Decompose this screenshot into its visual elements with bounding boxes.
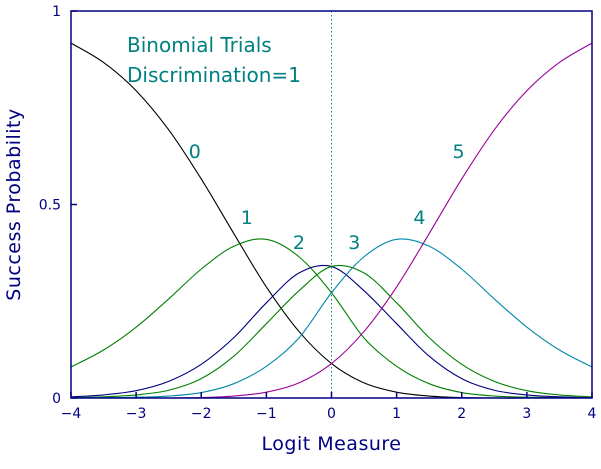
axes-layer	[70, 10, 593, 399]
x-tick-label: 4	[588, 406, 597, 422]
y-axis-title: Success Probability	[3, 108, 25, 300]
curve-label-4: 4	[413, 207, 425, 229]
curve-label-1: 1	[241, 207, 253, 229]
curve-label-5: 5	[452, 141, 464, 163]
plot-layer	[70, 11, 593, 399]
x-axis-title: Logit Measure	[262, 433, 402, 455]
x-tick-label: 3	[522, 406, 531, 422]
x-tick-label: −3	[126, 406, 147, 422]
annotation-binomial-trials: Binomial Trials	[127, 33, 272, 57]
text-layer: Binomial Trials Discrimination=1 Logit M…	[3, 4, 597, 455]
x-tick-label: 0	[327, 406, 336, 422]
y-tick-label: 0	[52, 391, 61, 407]
x-tick-label: 1	[392, 406, 401, 422]
curve-label-0: 0	[189, 141, 201, 163]
y-tick-label: 0.5	[39, 198, 61, 214]
series-line-1	[70, 238, 593, 399]
x-tick-label: −4	[61, 406, 82, 422]
curve-label-3: 3	[348, 232, 360, 254]
series-line-4	[70, 238, 593, 399]
curve-label-2: 2	[293, 232, 305, 254]
y-tick-label: 1	[52, 4, 61, 20]
x-tick-label: −1	[256, 406, 277, 422]
series-line-3	[70, 264, 593, 399]
x-tick-label: 2	[457, 406, 466, 422]
annotation-discrimination: Discrimination=1	[127, 63, 301, 87]
x-tick-label: −2	[191, 406, 212, 422]
